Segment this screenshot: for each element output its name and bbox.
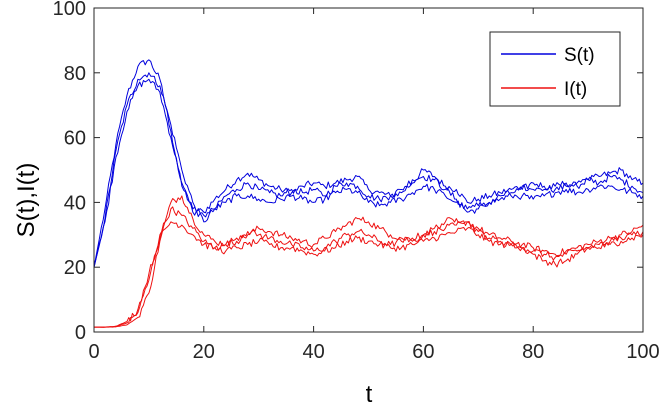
y-axis-label: S(t),I(t) bbox=[13, 163, 40, 238]
ticks-layer: 0 20 40 60 80 100 0 20 40 60 80 100 bbox=[53, 0, 660, 363]
legend-label-i: I(t) bbox=[564, 79, 587, 100]
series-line-s-run-3 bbox=[93, 78, 644, 268]
series-line-s-run-2 bbox=[93, 72, 644, 268]
x-tick-label: 0 bbox=[88, 341, 99, 363]
x-tick-label: 20 bbox=[193, 341, 215, 363]
legend: S(t) I(t) bbox=[489, 31, 621, 107]
x-tick-label: 100 bbox=[626, 341, 659, 363]
y-tick-label: 0 bbox=[75, 322, 86, 344]
series-layer bbox=[93, 59, 644, 328]
y-tick-label: 20 bbox=[64, 257, 86, 279]
legend-label-s: S(t) bbox=[564, 45, 595, 66]
x-tick-label: 80 bbox=[522, 341, 544, 363]
y-tick-label: 60 bbox=[64, 128, 86, 150]
series-line-i-run-2 bbox=[94, 206, 644, 328]
y-tick-label: 100 bbox=[53, 0, 86, 20]
y-tick-label: 80 bbox=[64, 63, 86, 85]
x-tick-label: 60 bbox=[412, 341, 434, 363]
series-line-i-run-3 bbox=[94, 221, 644, 328]
x-tick-label: 40 bbox=[302, 341, 324, 363]
axes-box bbox=[93, 7, 644, 333]
legend-box bbox=[489, 31, 621, 107]
series-line-s-run-1 bbox=[93, 59, 644, 268]
series-line-i-run-1 bbox=[94, 195, 644, 328]
x-axis-label: t bbox=[366, 381, 373, 408]
y-tick-label: 40 bbox=[64, 192, 86, 214]
